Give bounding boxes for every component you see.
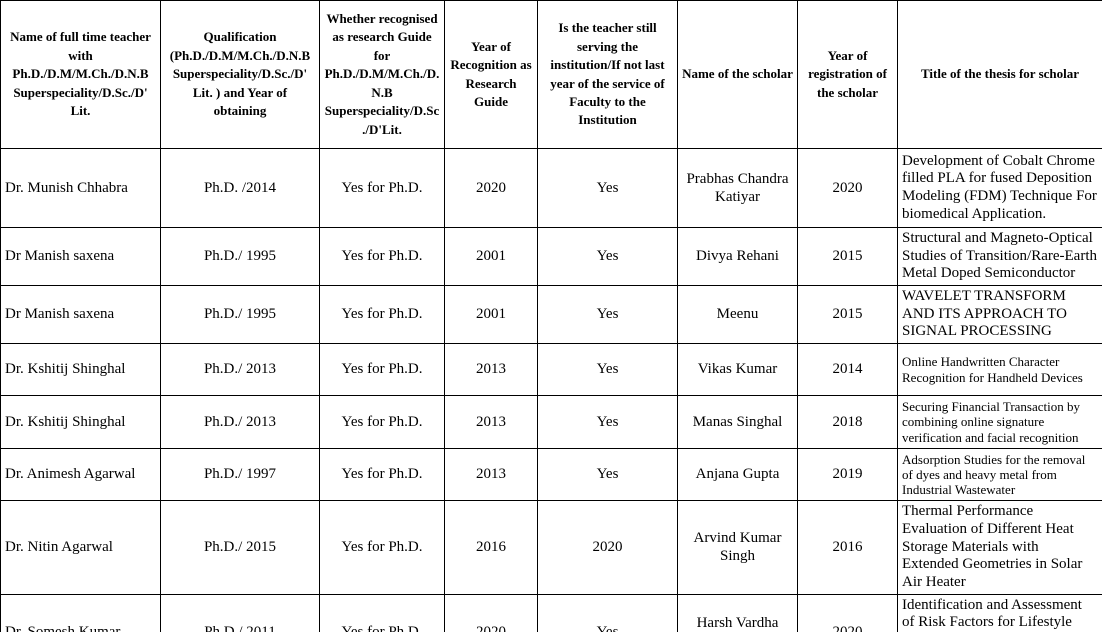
table-cell: 2001 bbox=[444, 285, 538, 345]
table-cell: 2013 bbox=[444, 395, 538, 450]
table-cell: Yes bbox=[537, 148, 678, 228]
table-row: Dr Manish saxena Ph.D./ 1995 Yes for Ph.D.… bbox=[0, 285, 1102, 345]
table-cell: Ph.D./ 2011 bbox=[160, 593, 320, 632]
table-cell: Ph.D. /2014 bbox=[160, 148, 320, 228]
table-cell: Online Handwritten Character Recognition… bbox=[897, 343, 1102, 397]
table-row: Dr. Kshitij Shinghal Ph.D./ 2013 Yes for P… bbox=[0, 343, 1102, 397]
table-cell: 2013 bbox=[444, 343, 538, 397]
table-cell: Identification and Assessment of Risk Fa… bbox=[897, 593, 1102, 632]
table-cell: Dr. Nitin Agarwal bbox=[0, 500, 161, 595]
table-row: Dr. Somesh Kumar Ph.D./ 2011 Yes for Ph.D.… bbox=[0, 593, 1102, 632]
table-cell: Dr Manish saxena bbox=[0, 285, 161, 345]
table-cell: 2020 bbox=[797, 593, 898, 632]
table-row: Dr Manish saxena Ph.D./ 1995 Yes for Ph.D.… bbox=[0, 226, 1102, 287]
table-cell: Yes bbox=[537, 593, 678, 632]
table-cell: Yes bbox=[537, 285, 678, 345]
table-cell: Yes bbox=[537, 395, 678, 450]
table-cell: 2013 bbox=[444, 448, 538, 502]
table-cell: Ph.D./ 1995 bbox=[160, 285, 320, 345]
table-body: Dr. Munish Chhabra Ph.D. /2014 Yes for Ph.… bbox=[0, 148, 1102, 632]
table-cell: Structural and Magneto-Optical Studies o… bbox=[897, 226, 1102, 287]
table-cell: WAVELET TRANSFORM AND ITS APPROACH TO SI… bbox=[897, 285, 1102, 345]
table-cell: Dr. Somesh Kumar bbox=[0, 593, 161, 632]
table-cell: 2020 bbox=[444, 593, 538, 632]
table-cell: Ph.D./ 2013 bbox=[160, 395, 320, 450]
table-cell: Ph.D./ 2015 bbox=[160, 500, 320, 595]
table-cell: 2016 bbox=[444, 500, 538, 595]
table-cell: 2020 bbox=[444, 148, 538, 228]
table-cell: Yes for Ph.D. bbox=[319, 593, 445, 632]
table-cell: Yes for Ph.D. bbox=[319, 148, 445, 228]
table-cell: Yes for Ph.D. bbox=[319, 500, 445, 595]
table-cell: Divya Rehani bbox=[677, 226, 798, 287]
table-cell: Dr. Munish Chhabra bbox=[0, 148, 161, 228]
table-cell: Prabhas Chandra Katiyar bbox=[677, 148, 798, 228]
table-cell: Dr. Kshitij Shinghal bbox=[0, 395, 161, 450]
table-cell: Vikas Kumar bbox=[677, 343, 798, 397]
table-cell: Yes for Ph.D. bbox=[319, 226, 445, 287]
table-row: Dr. Nitin Agarwal Ph.D./ 2015 Yes for Ph.D… bbox=[0, 500, 1102, 595]
table-cell: Thermal Performance Evaluation of Differ… bbox=[897, 500, 1102, 595]
table-cell: Dr. Kshitij Shinghal bbox=[0, 343, 161, 397]
table-row: Dr. Kshitij Shinghal Ph.D./ 2013 Yes for P… bbox=[0, 395, 1102, 450]
table-cell: Adsorption Studies for the removal of dy… bbox=[897, 448, 1102, 502]
table-cell: 2020 bbox=[797, 148, 898, 228]
table-cell: 2014 bbox=[797, 343, 898, 397]
table-cell: Development of Cobalt Chrome filled PLA … bbox=[897, 148, 1102, 228]
table-row: Dr. Animesh Agarwal Ph.D./ 1997 Yes for Ph… bbox=[0, 448, 1102, 502]
table-cell: Harsh Vardha Mishra bbox=[677, 593, 798, 632]
table-cell: Dr Manish saxena bbox=[0, 226, 161, 287]
table-cell: Dr. Animesh Agarwal bbox=[0, 448, 161, 502]
column-header-5: Is the teacher still serving the institu… bbox=[537, 0, 678, 149]
column-header-8: Title of the thesis for scholar bbox=[897, 0, 1102, 149]
table-cell: Yes for Ph.D. bbox=[319, 343, 445, 397]
table-cell: 2018 bbox=[797, 395, 898, 450]
table-cell: Ph.D./ 1997 bbox=[160, 448, 320, 502]
table-cell: 2016 bbox=[797, 500, 898, 595]
table-cell: Securing Financial Transaction by combin… bbox=[897, 395, 1102, 450]
column-header-3: Whether recognised as research Guide for… bbox=[319, 0, 445, 149]
table-header: Name of full time teacher with Ph.D./D.M… bbox=[0, 0, 1102, 149]
table-cell: Yes bbox=[537, 448, 678, 502]
table-cell: Yes for Ph.D. bbox=[319, 285, 445, 345]
table-cell: Anjana Gupta bbox=[677, 448, 798, 502]
table-row: Dr. Munish Chhabra Ph.D. /2014 Yes for Ph.… bbox=[0, 148, 1102, 228]
table-cell: Ph.D./ 2013 bbox=[160, 343, 320, 397]
table-cell: 2020 bbox=[537, 500, 678, 595]
column-header-6: Name of the scholar bbox=[677, 0, 798, 149]
column-header-1: Name of full time teacher with Ph.D./D.M… bbox=[0, 0, 161, 149]
table-cell: 2001 bbox=[444, 226, 538, 287]
table-cell: 2019 bbox=[797, 448, 898, 502]
table-cell: Yes for Ph.D. bbox=[319, 448, 445, 502]
table-cell: Ph.D./ 1995 bbox=[160, 226, 320, 287]
column-header-4: Year of Recognition as Research Guide bbox=[444, 0, 538, 149]
table-cell: 2015 bbox=[797, 285, 898, 345]
table-cell: 2015 bbox=[797, 226, 898, 287]
header-row: Name of full time teacher with Ph.D./D.M… bbox=[0, 0, 1102, 149]
column-header-7: Year of registration of the scholar bbox=[797, 0, 898, 149]
table-cell: Manas Singhal bbox=[677, 395, 798, 450]
column-header-2: Qualification (Ph.D./D.M/M.Ch./D.N.B Sup… bbox=[160, 0, 320, 149]
table-cell: Yes bbox=[537, 226, 678, 287]
table-cell: Meenu bbox=[677, 285, 798, 345]
table-cell: Arvind Kumar Singh bbox=[677, 500, 798, 595]
table-cell: Yes for Ph.D. bbox=[319, 395, 445, 450]
table-cell: Yes bbox=[537, 343, 678, 397]
